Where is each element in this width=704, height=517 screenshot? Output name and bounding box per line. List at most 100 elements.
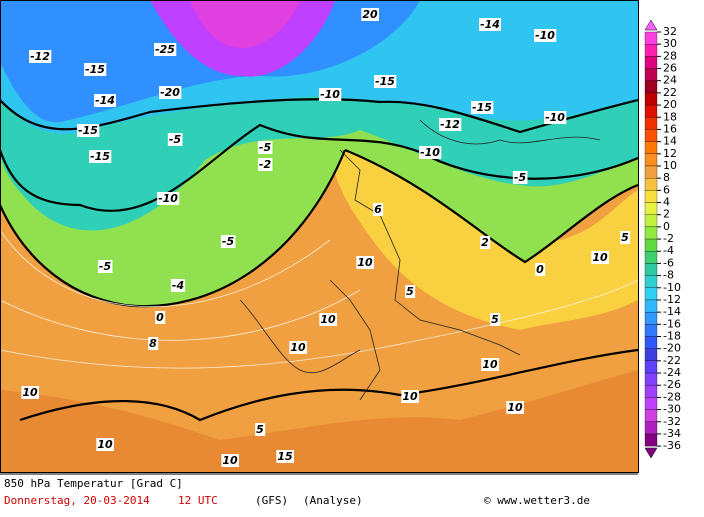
legend-top-arrow xyxy=(644,19,658,31)
contour-label: 20 xyxy=(362,8,378,21)
contour-label-bg xyxy=(481,358,499,371)
legend-swatch xyxy=(644,68,658,81)
contour-label-bg xyxy=(490,313,501,326)
contour-label: -14 xyxy=(95,94,115,107)
footer-title: 850 hPa Temperatur [Grad C] xyxy=(4,477,183,490)
legend-label: -10 xyxy=(663,281,681,294)
legend-label: -2 xyxy=(663,232,674,245)
map-area xyxy=(0,0,638,472)
legend-swatch xyxy=(644,117,658,130)
contour-label-bg xyxy=(471,101,494,114)
legend-swatch xyxy=(644,178,658,191)
contour-label: 10 xyxy=(22,386,38,399)
contour-label: 5 xyxy=(621,231,629,244)
contour-label-bg xyxy=(319,88,342,101)
legend-swatch xyxy=(644,263,658,276)
contour-label-bg xyxy=(289,341,307,354)
contour-label: 10 xyxy=(357,256,373,269)
legend-label: -34 xyxy=(663,427,681,440)
legend-swatch xyxy=(644,104,658,118)
legend-swatch xyxy=(644,311,658,325)
contour-label-bg xyxy=(534,29,557,42)
legend-label: 30 xyxy=(663,37,677,50)
legend-swatch xyxy=(644,324,658,337)
contour-label: 10 xyxy=(507,401,523,414)
contour-label: -5 xyxy=(169,133,182,146)
legend-label: 4 xyxy=(663,196,670,209)
contour-label: 2 xyxy=(481,236,489,249)
contour-label-bg xyxy=(506,401,524,414)
legend-swatch xyxy=(644,226,658,240)
contour-label-bg xyxy=(544,111,567,124)
contour-label-bg xyxy=(21,386,39,399)
contour-label-bg xyxy=(405,285,416,298)
legend-label: 16 xyxy=(663,122,677,135)
contour-label: -15 xyxy=(375,75,395,88)
contour-label-bg xyxy=(535,263,546,276)
legend: 32302826242220181614121086420-2-4-6-8-10… xyxy=(644,25,681,452)
legend-label: -32 xyxy=(663,415,681,428)
legend-swatch xyxy=(644,44,658,57)
legend-label: 8 xyxy=(663,171,670,184)
contour-label-bg xyxy=(148,337,159,350)
legend-label: -6 xyxy=(663,256,674,269)
contour-label-bg xyxy=(276,450,294,463)
contour-label: 5 xyxy=(256,423,264,436)
legend-swatch xyxy=(644,275,658,288)
contour-label-bg xyxy=(94,94,116,107)
legend-bottom-arrow xyxy=(644,447,658,459)
contour-label: 10 xyxy=(482,358,498,371)
contour-label-bg xyxy=(419,146,442,159)
legend-label: -14 xyxy=(663,305,681,318)
contour-label-bg xyxy=(255,423,266,436)
contour-label-bg xyxy=(159,86,182,99)
contour-label: -15 xyxy=(85,63,105,76)
contour-label-bg xyxy=(167,133,183,146)
legend-label: 6 xyxy=(663,183,670,196)
footer-date: Donnerstag, 20-03-2014 xyxy=(4,494,150,507)
contour-label-bg xyxy=(221,454,239,467)
contour-label-bg xyxy=(257,141,273,154)
legend-label: -22 xyxy=(663,354,681,367)
legend-label: -30 xyxy=(663,403,681,416)
contour-label: -10 xyxy=(158,192,178,205)
legend-swatch xyxy=(644,92,658,106)
footer-credit: © www.wetter3.de xyxy=(484,494,590,507)
contour-label-bg xyxy=(96,438,114,451)
legend-label: 18 xyxy=(663,110,677,123)
legend-swatch xyxy=(644,153,658,167)
contour-label-bg xyxy=(155,311,166,324)
contour-label: 10 xyxy=(290,341,306,354)
contour-label: 5 xyxy=(406,285,414,298)
legend-label: 14 xyxy=(663,135,677,148)
legend-label: -24 xyxy=(663,366,681,379)
contour-label-bg xyxy=(220,235,236,248)
contour-label-bg xyxy=(620,231,631,244)
legend-swatch xyxy=(644,336,658,349)
legend-label: 10 xyxy=(663,159,677,172)
contour-label-bg xyxy=(373,203,384,216)
legend-label: 26 xyxy=(663,62,677,75)
contour-label-bg xyxy=(97,260,113,273)
contour-label: -5 xyxy=(222,235,235,248)
contour-label: -25 xyxy=(155,43,175,56)
contour-label: 10 xyxy=(320,313,336,326)
contour-label-bg xyxy=(480,236,491,249)
contour-label: 0 xyxy=(536,263,544,276)
legend-swatch xyxy=(644,56,658,69)
contour-label-bg xyxy=(319,313,337,326)
legend-label: -8 xyxy=(663,269,674,282)
legend-label: -26 xyxy=(663,378,681,391)
contour-label: 10 xyxy=(592,251,608,264)
contour-label: -12 xyxy=(30,50,50,63)
legend-swatch xyxy=(644,421,658,435)
legend-label: 22 xyxy=(663,86,677,99)
legend-label: 2 xyxy=(663,208,670,221)
legend-swatch xyxy=(644,202,658,215)
contour-label-bg xyxy=(170,279,186,292)
contour-label: 0 xyxy=(156,311,164,324)
contour-label: -15 xyxy=(472,101,492,114)
contour-label-bg xyxy=(157,192,180,205)
contour-label: 10 xyxy=(222,454,238,467)
